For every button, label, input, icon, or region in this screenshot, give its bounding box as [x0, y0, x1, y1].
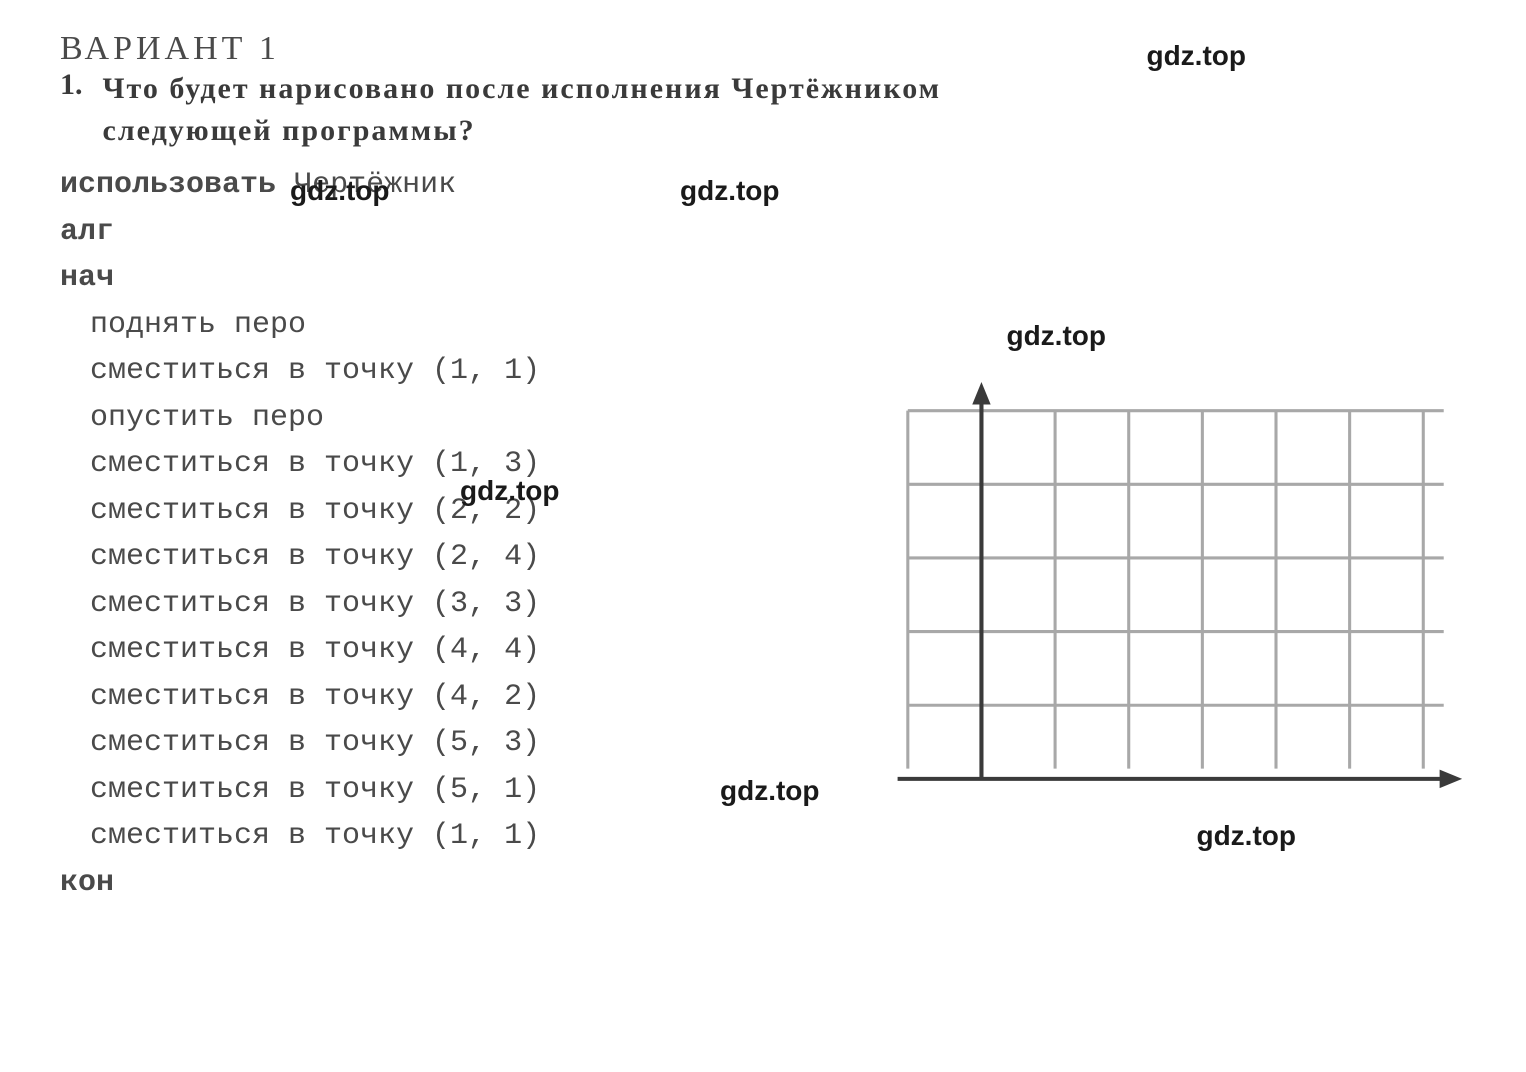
question-block: 1. Что будет нарисовано после исполнения… — [60, 68, 1466, 152]
code-line: поднять перо — [90, 302, 1466, 349]
watermark: gdz.top — [1146, 40, 1246, 72]
variant-title: ВАРИАНТ 1 — [60, 30, 1466, 68]
question-line-2: следующей программы? — [103, 110, 942, 152]
watermark: gdz.top — [1006, 320, 1106, 352]
keyword-use: использовать — [60, 168, 276, 202]
keyword-kon: кон — [60, 860, 1466, 907]
watermark: gdz.top — [720, 775, 820, 807]
coordinate-grid — [886, 380, 1486, 835]
watermark: gdz.top — [460, 475, 560, 507]
question-number: 1. — [60, 68, 83, 152]
keyword-nach: нач — [60, 255, 1466, 302]
watermark: gdz.top — [1196, 820, 1296, 852]
keyword-alg: алг — [60, 209, 1466, 256]
watermark: gdz.top — [680, 175, 780, 207]
watermark: gdz.top — [290, 175, 390, 207]
question-line-1: Что будет нарисовано после исполнения Че… — [103, 68, 942, 110]
grid-svg — [886, 380, 1486, 830]
